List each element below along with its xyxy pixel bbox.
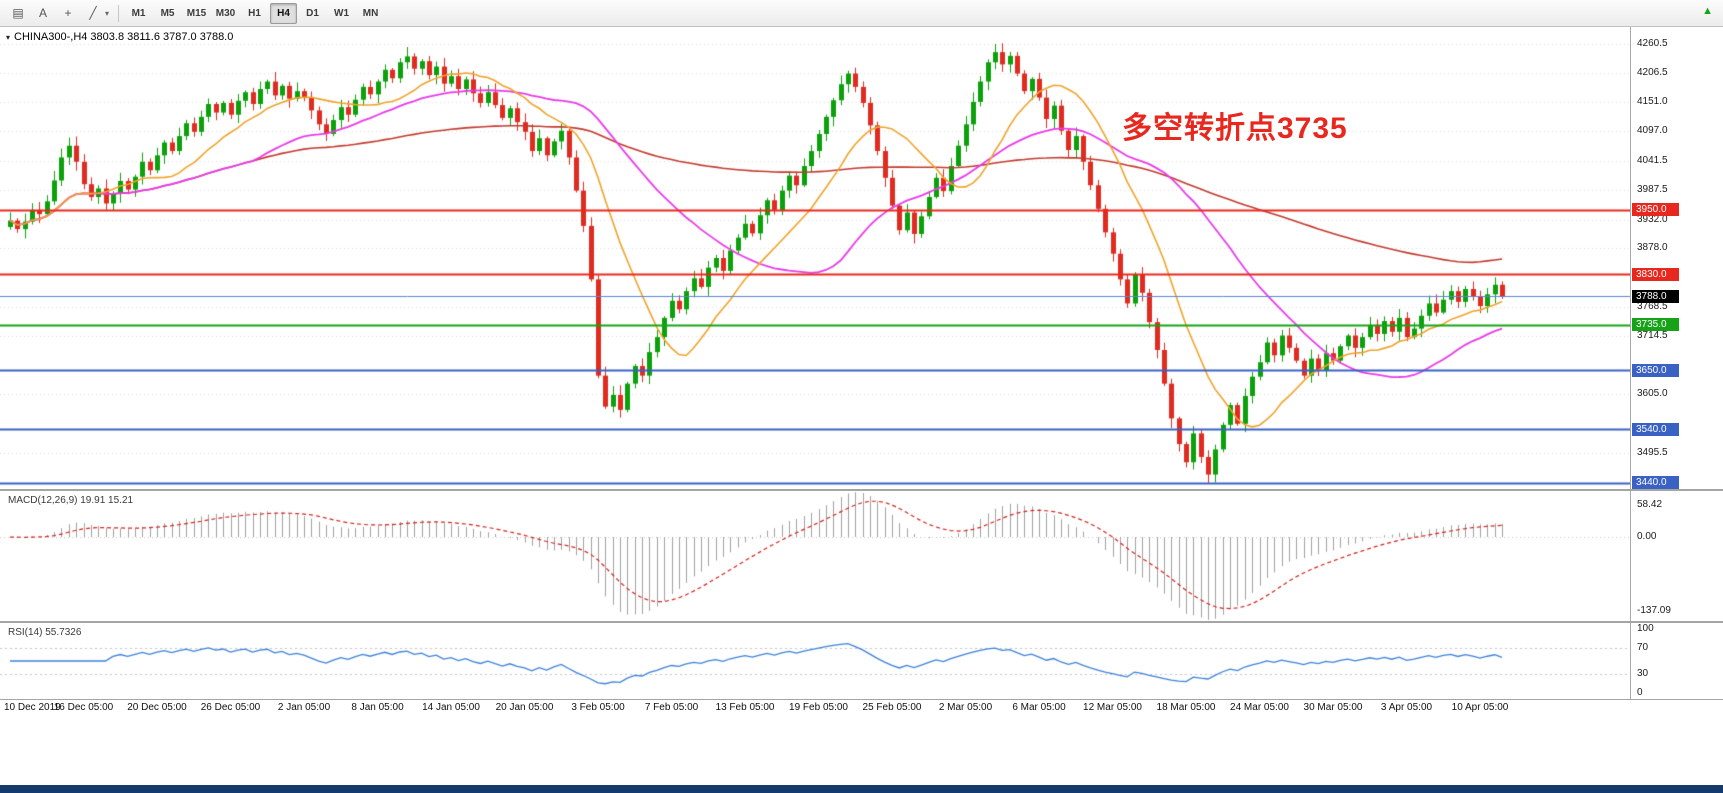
time-axis-label: 20 Dec 05:00 (127, 702, 187, 713)
timeframe-button-h1[interactable]: H1 (248, 7, 261, 19)
timeframe-button-m30[interactable]: M30 (215, 7, 236, 19)
toolbar-separator (118, 4, 120, 22)
time-axis-label: 6 Mar 05:00 (1012, 702, 1066, 713)
price-axis[interactable] (1630, 27, 1722, 699)
toolbar: ▤ A + ╱ ▾ M1 M5 M15 M30 H1 H4 D1 W1 MN ▲ (0, 0, 1723, 27)
macd-panel-canvas[interactable] (0, 491, 1630, 621)
macd-axis-label: -137.09 (1637, 605, 1671, 617)
price-axis-label: 4041.5 (1637, 154, 1668, 166)
price-chart-canvas[interactable] (0, 27, 1630, 489)
price-axis-label: 3878.0 (1637, 242, 1668, 254)
price-level-badge: 3735.0 (1632, 318, 1679, 332)
price-axis-label: 4097.0 (1637, 125, 1668, 137)
timeframe-group: M1 M5 M15 M30 H1 H4 D1 W1 MN (124, 2, 385, 24)
price-axis-label: 4260.5 (1637, 37, 1668, 49)
caret-down-icon[interactable]: ▾ (105, 8, 110, 18)
rsi-axis-label: 100 (1637, 623, 1654, 635)
time-axis-label: 20 Jan 05:00 (495, 702, 554, 713)
panel-splitter-rsi[interactable] (0, 621, 1723, 623)
price-axis-label: 4206.5 (1637, 66, 1668, 78)
timeframe-button-w1[interactable]: W1 (334, 7, 350, 19)
price-axis-label: 4151.0 (1637, 96, 1668, 108)
chart-window: ▾ CHINA300-,H4 3803.8 3811.6 3787.0 3788… (0, 27, 1723, 717)
timeframe-button-h4[interactable]: H4 (270, 2, 298, 24)
time-axis-label: 25 Feb 05:00 (862, 702, 922, 713)
current-price-badge: 3788.0 (1632, 290, 1679, 303)
time-axis-label: 26 Dec 05:00 (200, 702, 261, 713)
time-axis-label: 14 Jan 05:00 (422, 702, 480, 713)
symbol-header: ▾ CHINA300-,H4 3803.8 3811.6 3787.0 3788… (6, 31, 233, 43)
auto-scroll-icon[interactable]: ▲ (1702, 5, 1713, 17)
price-axis-label: 3987.5 (1637, 183, 1668, 195)
price-axis-label: 3932.0 (1637, 213, 1668, 225)
timeframe-button-m5[interactable]: M5 (160, 7, 175, 19)
price-level-badge: 3540.0 (1632, 422, 1679, 436)
time-axis-divider (0, 699, 1723, 700)
time-axis[interactable]: 10 Dec 2019 16 Dec 05:00 20 Dec 05:00 26 De… (0, 699, 1630, 717)
price-axis-label: 3714.5 (1637, 329, 1668, 341)
macd-axis-label: 0.00 (1637, 531, 1657, 543)
bottom-window-edge (0, 785, 1723, 793)
timeframe-button-m15[interactable]: M15 (186, 7, 207, 19)
dropdown-marker-icon: ▾ (6, 32, 11, 42)
time-axis-label: 7 Feb 05:00 (644, 702, 699, 713)
time-axis-label: 3 Feb 05:00 (571, 702, 625, 713)
symbol-ohlc-text: CHINA300-,H4 3803.8 3811.6 3787.0 3788.0 (14, 31, 234, 43)
rsi-axis-label: 0 (1637, 686, 1643, 698)
crosshair-icon[interactable]: + (64, 6, 72, 20)
chart-annotation-text[interactable]: 多空转折点3735 (1122, 112, 1348, 145)
price-level-badge: 3830.0 (1632, 267, 1679, 281)
time-axis-label: 24 Mar 05:00 (1230, 702, 1289, 713)
rsi-panel-canvas[interactable] (0, 623, 1630, 699)
rsi-axis-label: 30 (1637, 667, 1649, 679)
macd-axis-label: 58.42 (1637, 499, 1663, 511)
time-axis-label: 19 Feb 05:00 (789, 702, 848, 713)
cursor-tool-icon[interactable]: A (38, 6, 47, 20)
time-axis-label: 8 Jan 05:00 (351, 702, 404, 713)
time-axis-label: 10 Apr 05:00 (1451, 702, 1509, 713)
time-axis-label: 10 Dec 2019 (4, 702, 61, 713)
chart-windows-icon[interactable]: ▤ (12, 6, 24, 20)
time-axis-label: 30 Mar 05:00 (1303, 702, 1363, 713)
price-level-badge: 3950.0 (1632, 203, 1679, 217)
panel-splitter-macd[interactable] (0, 489, 1723, 491)
time-axis-label: 13 Feb 05:00 (715, 702, 775, 713)
time-axis-label: 3 Apr 05:00 (1380, 702, 1433, 713)
time-axis-label: 2 Jan 05:00 (277, 702, 331, 713)
price-axis-label: 3495.5 (1637, 446, 1668, 458)
time-axis-label: 18 Mar 05:00 (1156, 702, 1216, 713)
price-axis-label: 3768.5 (1637, 300, 1668, 312)
rsi-axis-label: 70 (1637, 642, 1649, 654)
timeframe-button-d1[interactable]: D1 (306, 7, 319, 19)
price-level-badge: 3440.0 (1632, 476, 1679, 490)
timeframe-button-m1[interactable]: M1 (131, 7, 146, 19)
price-axis-label: 3605.0 (1637, 388, 1668, 400)
price-level-badge: 3650.0 (1632, 363, 1679, 377)
drawing-tools-icon[interactable]: ╱ (89, 6, 97, 20)
macd-indicator-label: MACD(12,26,9) 19.91 15.21 (8, 495, 134, 506)
timeframe-button-mn[interactable]: MN (362, 7, 379, 19)
time-axis-label: 16 Dec 05:00 (53, 702, 114, 713)
time-axis-label: 2 Mar 05:00 (938, 702, 993, 713)
rsi-indicator-label: RSI(14) 55.7326 (8, 627, 82, 638)
time-axis-label: 12 Mar 05:00 (1083, 702, 1142, 713)
